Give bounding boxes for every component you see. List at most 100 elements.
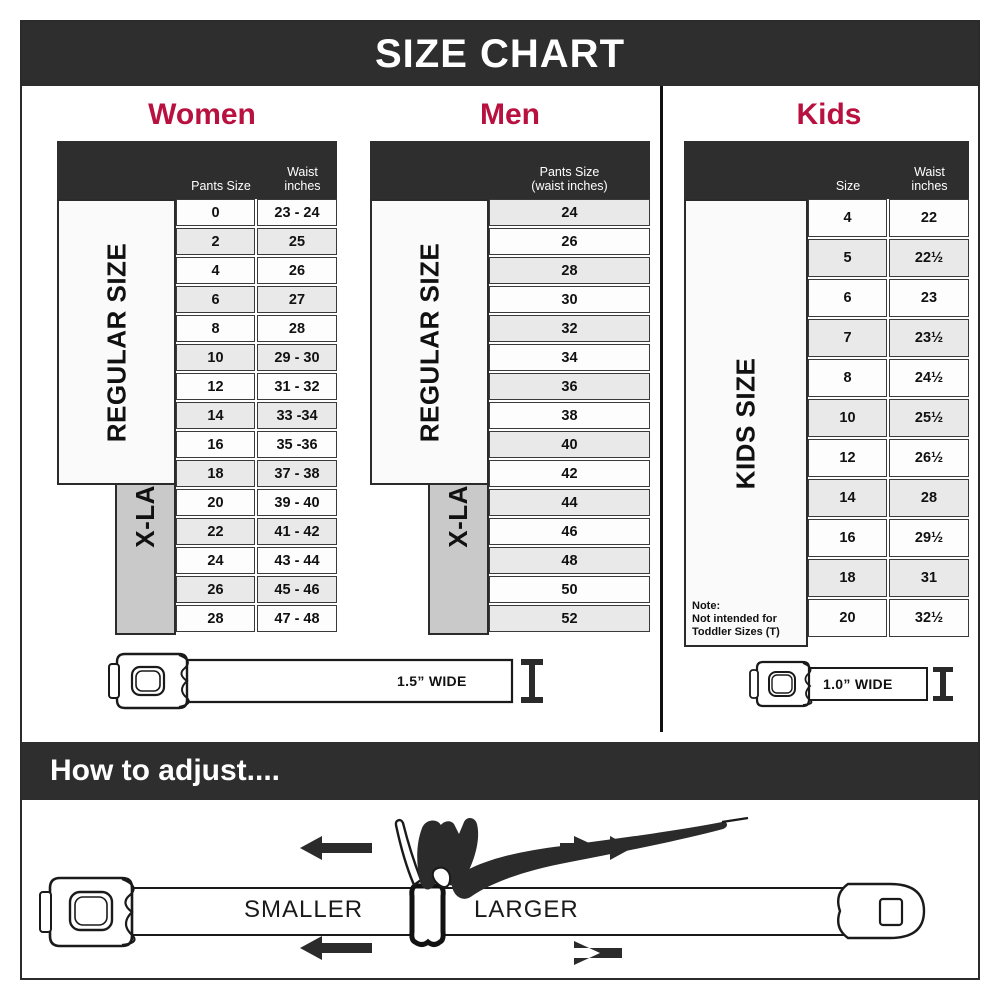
table-cell-size: 18 xyxy=(176,460,255,487)
kids-table-header: Size Waist inches xyxy=(684,141,969,199)
table-row: 28 47 - 48 xyxy=(176,605,337,632)
women-header-waist-line1: Waist xyxy=(287,165,318,179)
table-cell-waist: 23½ xyxy=(889,319,969,357)
table-cell-waist: 25 xyxy=(257,228,337,255)
kids-header-size: Size xyxy=(835,179,861,193)
table-row: 18 31 xyxy=(808,559,969,597)
table-row: 16 35 -36 xyxy=(176,431,337,458)
table-cell-size: 14 xyxy=(176,402,255,429)
table-row: 24 43 - 44 xyxy=(176,547,337,574)
table-row: 14 33 -34 xyxy=(176,402,337,429)
section-title-women: Women xyxy=(148,98,256,131)
table-cell-waist: 41 - 42 xyxy=(257,518,337,545)
table-row: 50 xyxy=(489,576,650,603)
table-cell-waist: 28 xyxy=(889,479,969,517)
table-row: 48 xyxy=(489,547,650,574)
table-row: 5 22½ xyxy=(808,239,969,277)
men-header-line2: (waist inches) xyxy=(531,179,608,193)
table-row: 18 37 - 38 xyxy=(176,460,337,487)
table-cell-waist: 37 - 38 xyxy=(257,460,337,487)
table-row: 6 27 xyxy=(176,286,337,313)
women-regular-box: REGULAR SIZE xyxy=(57,199,176,485)
table-cell-waist: 39 - 40 xyxy=(257,489,337,516)
table-cell-size: 14 xyxy=(808,479,887,517)
table-row: 8 28 xyxy=(176,315,337,342)
table-row: 42 xyxy=(489,460,650,487)
women-header-pants-size: Pants Size xyxy=(191,179,251,193)
table-cell-size: 6 xyxy=(808,279,887,317)
table-row: 38 xyxy=(489,402,650,429)
table-cell-waist: 22 xyxy=(889,199,969,237)
adult-belt-svg xyxy=(108,652,543,710)
table-cell-waist: 22½ xyxy=(889,239,969,277)
table-row: 10 25½ xyxy=(808,399,969,437)
kids-note: Note: Not intended for Toddler Sizes (T) xyxy=(692,600,780,639)
table-cell-size: 28 xyxy=(489,257,650,284)
table-row: 28 xyxy=(489,257,650,284)
table-cell-size: 16 xyxy=(808,519,887,557)
table-cell-waist: 26½ xyxy=(889,439,969,477)
table-cell-size: 34 xyxy=(489,344,650,371)
table-cell-size: 22 xyxy=(176,518,255,545)
kids-note-line1: Note: xyxy=(692,600,721,612)
women-size-table: Pants Size Waist inches X-LARGE REGULAR … xyxy=(57,141,337,635)
table-row: 44 xyxy=(489,489,650,516)
table-cell-size: 24 xyxy=(176,547,255,574)
table-cell-waist: 47 - 48 xyxy=(257,605,337,632)
table-cell-waist: 29 - 30 xyxy=(257,344,337,371)
table-cell-size: 30 xyxy=(489,286,650,313)
table-cell-size: 48 xyxy=(489,547,650,574)
how-to-adjust-title: How to adjust.... xyxy=(50,754,280,787)
table-row: 34 xyxy=(489,344,650,371)
kids-size-table: Size Waist inches KIDS SIZE Note: Not in… xyxy=(684,141,969,647)
table-cell-size: 38 xyxy=(489,402,650,429)
table-row: 12 31 - 32 xyxy=(176,373,337,400)
title-bar: SIZE CHART xyxy=(22,22,978,86)
kids-side-label: KIDS SIZE xyxy=(730,357,761,489)
adjust-belt-svg xyxy=(39,816,926,965)
table-cell-waist: 25½ xyxy=(889,399,969,437)
table-cell-size: 6 xyxy=(176,286,255,313)
smaller-label: SMALLER xyxy=(244,896,364,923)
table-cell-size: 44 xyxy=(489,489,650,516)
table-cell-size: 26 xyxy=(176,576,255,603)
men-regular-box: REGULAR SIZE xyxy=(370,199,489,485)
men-regular-label: REGULAR SIZE xyxy=(414,242,445,442)
table-cell-waist: 26 xyxy=(257,257,337,284)
table-cell-waist: 31 - 32 xyxy=(257,373,337,400)
table-cell-size: 7 xyxy=(808,319,887,357)
kids-belt-illustration: 1.0” WIDE xyxy=(747,654,987,714)
table-row: 8 24½ xyxy=(808,359,969,397)
table-cell-waist: 28 xyxy=(257,315,337,342)
table-cell-size: 28 xyxy=(176,605,255,632)
kids-header-waist-line1: Waist xyxy=(914,165,945,179)
kids-header-waist: Waist inches xyxy=(890,165,969,193)
table-row: 46 xyxy=(489,518,650,545)
men-header-pants-size: Pants Size (waist inches) xyxy=(489,165,650,193)
table-cell-waist: 23 - 24 xyxy=(257,199,337,226)
section-title-kids: Kids xyxy=(796,98,862,131)
men-kids-divider xyxy=(660,86,663,732)
table-cell-size: 52 xyxy=(489,605,650,632)
page-title: SIZE CHART xyxy=(375,32,625,76)
men-table-header: Pants Size (waist inches) xyxy=(370,141,650,199)
adult-belt-illustration: 1.5” WIDE xyxy=(107,646,557,716)
table-row: 36 xyxy=(489,373,650,400)
table-cell-size: 2 xyxy=(176,228,255,255)
kids-side-box: KIDS SIZE Note: Not intended for Toddler… xyxy=(684,199,808,647)
how-to-adjust-bar: How to adjust.... xyxy=(22,742,978,800)
table-row: 20 39 - 40 xyxy=(176,489,337,516)
table-cell-size: 4 xyxy=(808,199,887,237)
how-to-adjust-panel: SMALLER LARGER xyxy=(22,800,978,978)
kids-belt-svg xyxy=(749,660,953,708)
table-row: 4 26 xyxy=(176,257,337,284)
table-cell-size: 12 xyxy=(176,373,255,400)
table-cell-waist: 24½ xyxy=(889,359,969,397)
table-row: 16 29½ xyxy=(808,519,969,557)
table-cell-size: 20 xyxy=(176,489,255,516)
table-cell-size: 5 xyxy=(808,239,887,277)
table-row: 32 xyxy=(489,315,650,342)
table-row: 26 xyxy=(489,228,650,255)
table-row: 0 23 - 24 xyxy=(176,199,337,226)
